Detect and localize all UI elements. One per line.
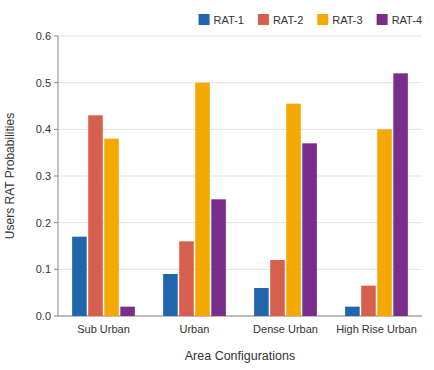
bar <box>302 143 317 316</box>
x-axis-title: Area Configurations <box>185 349 295 363</box>
bar <box>104 139 119 316</box>
y-tick <box>54 316 58 317</box>
legend-swatch <box>317 14 328 25</box>
y-tick <box>54 82 58 83</box>
legend-item: RAT-1 <box>199 14 244 26</box>
y-tick <box>54 222 58 223</box>
legend-label: RAT-2 <box>273 14 303 26</box>
legend: RAT-1 RAT-2 RAT-3 RAT-4 <box>199 14 422 26</box>
y-tick <box>54 36 58 37</box>
legend-label: RAT-3 <box>332 14 362 26</box>
grid-line <box>58 36 422 37</box>
legend-swatch <box>258 14 269 25</box>
y-tick-label: 0.6 <box>36 30 51 42</box>
y-tick-label: 0.2 <box>36 217 51 229</box>
grid-line <box>58 82 422 83</box>
legend-swatch <box>377 14 388 25</box>
bar <box>88 115 103 316</box>
axes: 0.0 0.1 0.2 0.3 0.4 0.5 0.6 Sub Urban Urban Dense… <box>36 30 422 335</box>
y-tick-label: 0.0 <box>36 310 51 322</box>
bar <box>72 237 87 316</box>
bars <box>72 73 408 316</box>
bar <box>270 260 285 316</box>
bar <box>286 104 301 316</box>
grid-line <box>58 129 422 130</box>
bar <box>393 73 408 316</box>
bar <box>377 129 392 316</box>
bar <box>211 199 226 316</box>
legend-item: RAT-2 <box>258 14 303 26</box>
y-axis-line <box>58 36 59 316</box>
x-tick-label: Sub Urban <box>77 323 130 335</box>
x-tick-label: High Rise Urban <box>336 323 417 335</box>
bar <box>195 83 210 316</box>
legend-label: RAT-4 <box>392 14 422 26</box>
legend-swatch <box>199 14 210 25</box>
legend-item: RAT-4 <box>377 14 422 26</box>
bar <box>163 274 178 316</box>
bar <box>179 241 194 316</box>
y-tick <box>54 129 58 130</box>
y-tick-label: 0.3 <box>36 170 51 182</box>
y-tick-label: 0.4 <box>36 123 51 135</box>
bar <box>120 307 135 316</box>
chart-container: 0.0 0.1 0.2 0.3 0.4 0.5 0.6 Sub Urban Urban Dense… <box>0 0 434 370</box>
x-tick-label: Dense Urban <box>253 323 318 335</box>
y-tick <box>54 269 58 270</box>
y-tick-label: 0.1 <box>36 263 51 275</box>
bar <box>254 288 269 316</box>
legend-label: RAT-1 <box>214 14 244 26</box>
grid <box>58 36 422 316</box>
legend-item: RAT-3 <box>317 14 362 26</box>
x-tick-label: Urban <box>180 323 210 335</box>
y-axis-title: Users RAT Probabilities <box>3 113 17 239</box>
chart-svg: 0.0 0.1 0.2 0.3 0.4 0.5 0.6 Sub Urban Urban Dense… <box>0 0 434 370</box>
y-tick-label: 0.5 <box>36 77 51 89</box>
y-tick <box>54 176 58 177</box>
bar <box>345 307 360 316</box>
bar <box>361 286 376 316</box>
